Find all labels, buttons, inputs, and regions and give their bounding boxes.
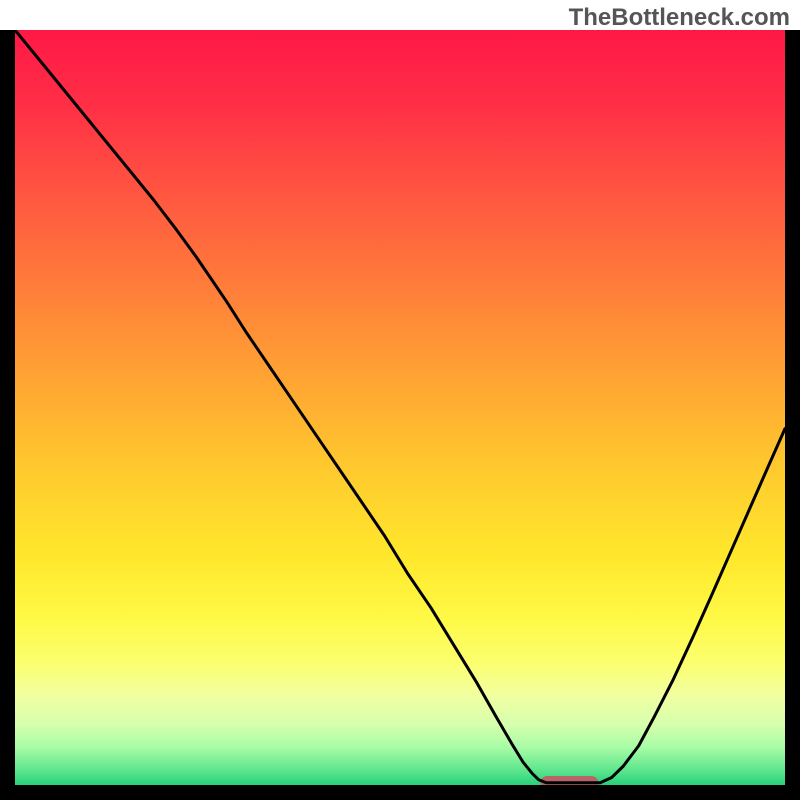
plot-border-left (0, 30, 15, 800)
plot-area (0, 30, 800, 800)
chart-canvas (0, 30, 800, 800)
gradient-background (15, 30, 785, 785)
watermark-text: TheBottleneck.com (569, 4, 790, 32)
plot-border-right (785, 30, 800, 800)
chart-frame: TheBottleneck.com (0, 0, 800, 800)
plot-border-bottom (0, 785, 800, 800)
